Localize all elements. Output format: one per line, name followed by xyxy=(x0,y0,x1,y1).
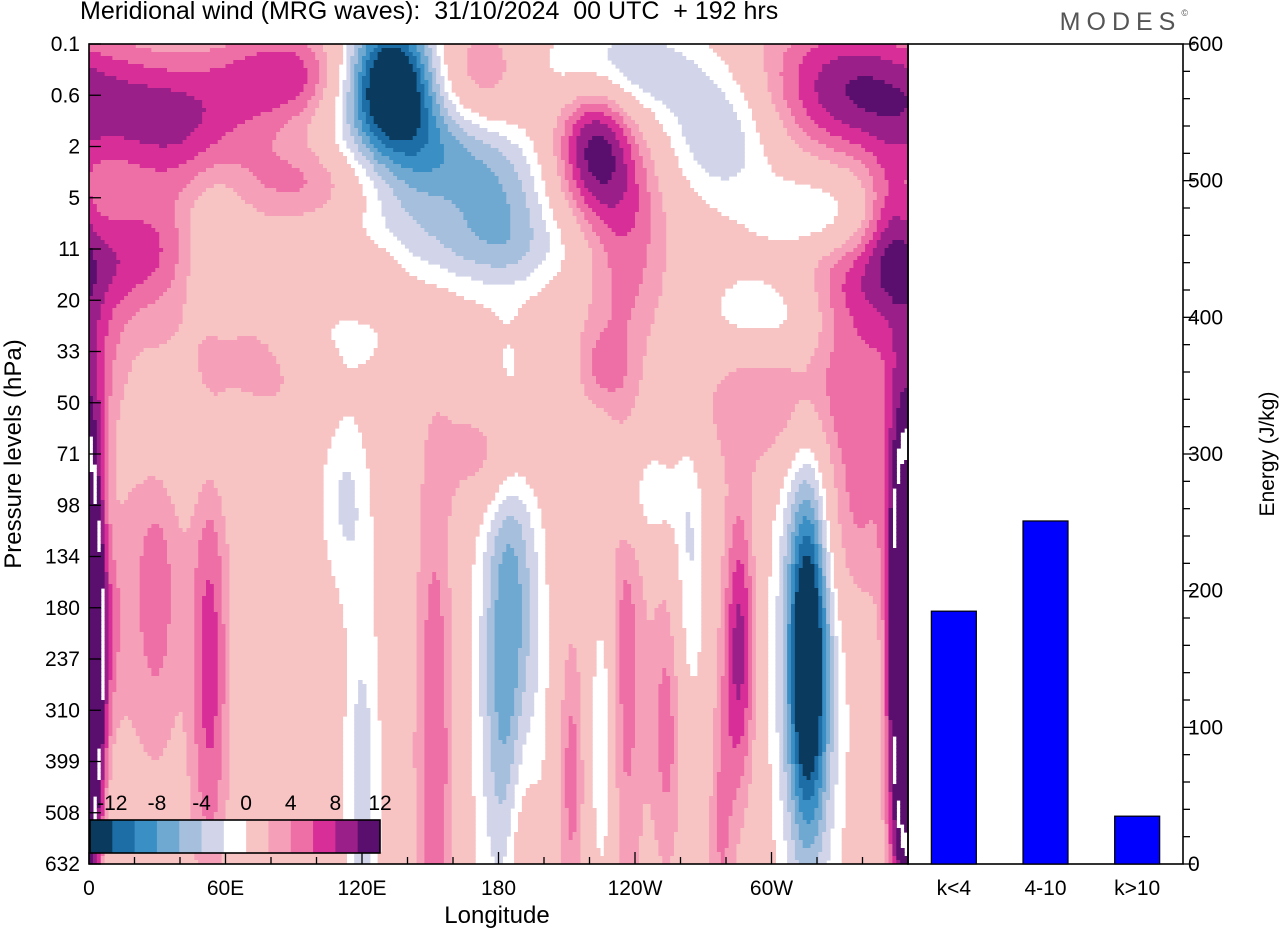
heatmap-field xyxy=(89,44,908,864)
y-tick-label: 2 xyxy=(68,136,80,159)
energy-tick-label: 100 xyxy=(1188,716,1223,739)
energy-tick-label: 200 xyxy=(1188,580,1223,603)
colorbar-label: 12 xyxy=(368,792,391,815)
energy-bar xyxy=(930,610,977,865)
energy-category-label: 4-10 xyxy=(1024,877,1066,900)
y-tick-label: 399 xyxy=(45,751,80,774)
colorbar-label: -12 xyxy=(97,792,127,815)
colorbar-label: -8 xyxy=(148,792,167,815)
energy-bar xyxy=(1114,815,1161,865)
brand-copyright-mark: © xyxy=(1181,8,1188,18)
energy-tick-label: 300 xyxy=(1188,443,1223,466)
colorbar-swatch xyxy=(179,820,202,853)
y-tick-label: 0.1 xyxy=(51,33,80,56)
x-axis: 0 60E 120E 180 120W 60W xyxy=(83,852,909,900)
colorbar-label: -4 xyxy=(192,792,211,815)
y-tick-label: 237 xyxy=(45,648,80,671)
colorbar-swatch xyxy=(246,820,269,853)
energy-tick-label: 600 xyxy=(1188,33,1223,56)
y-tick-label: 20 xyxy=(57,289,80,312)
colorbar-swatch xyxy=(313,820,336,853)
energy-tick-label: 0 xyxy=(1188,853,1200,876)
y-tick-label: 180 xyxy=(45,597,80,620)
y-tick-label: 5 xyxy=(68,187,80,210)
colorbar-label: 0 xyxy=(240,792,252,815)
y-tick-label: 134 xyxy=(45,546,80,569)
energy-category-label: k>10 xyxy=(1114,877,1160,900)
colorbar-swatch xyxy=(335,820,359,853)
brand-logo: MODES© xyxy=(1060,8,1188,37)
colorbar: -12 -8 -4 0 4 8 12 xyxy=(89,792,392,854)
brand-text: MODES xyxy=(1059,8,1182,36)
x-tick-label: 60E xyxy=(207,877,244,900)
colorbar-swatch xyxy=(156,820,180,853)
y-tick-label: 33 xyxy=(57,341,80,364)
y-tick-label: 50 xyxy=(57,392,80,415)
colorbar-swatch xyxy=(201,820,225,853)
y-axis-label: Pressure levels (hPa) xyxy=(0,339,27,568)
colorbar-swatch xyxy=(290,820,314,853)
energy-axis-label: Energy (J/kg) xyxy=(1256,392,1279,517)
energy-tick-label: 400 xyxy=(1188,306,1223,329)
colorbar-swatch xyxy=(223,820,247,853)
x-tick-label: 180 xyxy=(481,877,516,900)
chart-title: Meridional wind (MRG waves): 31/10/2024 … xyxy=(80,0,779,25)
y-tick-label: 98 xyxy=(57,494,80,517)
y-tick-label: 632 xyxy=(45,853,80,876)
colorbar-label: 4 xyxy=(285,792,297,815)
y-tick-label: 310 xyxy=(45,699,80,722)
colorbar-swatch xyxy=(112,820,136,853)
x-tick-label: 120W xyxy=(608,877,663,900)
colorbar-label: 8 xyxy=(330,792,342,815)
y-tick-label: 71 xyxy=(57,443,80,466)
colorbar-swatch xyxy=(134,820,158,853)
y-axis: 0.1 0.6 2 5 11 20 33 50 71 98 134 180 237 310 399 508 63… xyxy=(45,33,101,876)
colorbar-swatch xyxy=(357,820,381,853)
colorbar-swatch xyxy=(268,820,292,853)
y-tick-label: 11 xyxy=(58,238,80,261)
x-axis-label: Longitude xyxy=(444,902,549,929)
colorbar-frame xyxy=(89,819,381,854)
energy-category-label: k<4 xyxy=(937,877,972,900)
y-tick-label: 0.6 xyxy=(51,84,80,107)
y-tick-label: 508 xyxy=(45,802,80,825)
x-tick-label: 120E xyxy=(337,877,386,900)
x-tick-label: 60W xyxy=(750,877,793,900)
x-tick-label: 0 xyxy=(83,877,95,900)
colorbar-swatch xyxy=(90,820,113,853)
energy-tick-label: 500 xyxy=(1188,170,1223,193)
energy-bar xyxy=(1022,520,1069,865)
energy-bar-chart: 0 100 200 300 400 500 600 k<4 4-10 k>10 xyxy=(907,33,1223,900)
